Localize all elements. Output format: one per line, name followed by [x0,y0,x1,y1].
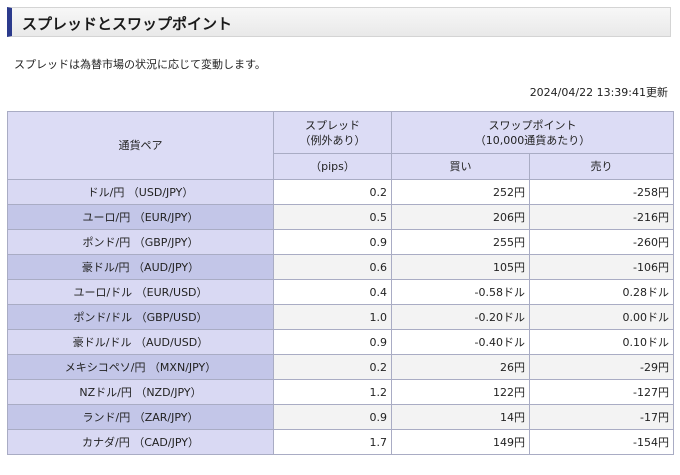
page-title: スプレッドとスワップポイント [22,15,233,33]
spread-cell: 0.4 [273,279,392,305]
updated-timestamp: 2024/04/22 13:39:41更新 [529,86,668,99]
swap-sell-cell: -258円 [529,179,674,205]
swap-buy-cell: -0.20ドル [391,304,530,330]
spread-cell: 0.9 [273,329,392,355]
currency-pair-cell: ユーロ/ドル （EUR/USD） [7,279,274,305]
swap-sell-cell: -106円 [529,254,674,280]
swap-buy-cell: -0.58ドル [391,279,530,305]
table-row: カナダ/円 （CAD/JPY） 1.7 149円 -154円 [7,429,674,455]
header-buy: 買い [391,153,530,180]
swap-sell-cell: 0.10ドル [529,329,674,355]
header-swap-unit: （10,000通貨あたり） [474,133,591,147]
swap-buy-cell: 149円 [391,429,530,455]
table-row: ランド/円 （ZAR/JPY） 0.9 14円 -17円 [7,404,674,430]
swap-sell-cell: -127円 [529,379,674,405]
spread-cell: 1.2 [273,379,392,405]
swap-sell-cell: 0.28ドル [529,279,674,305]
spread-cell: 0.2 [273,179,392,205]
swap-buy-cell: 26円 [391,354,530,380]
table-row: ポンド/ドル （GBP/USD） 1.0 -0.20ドル 0.00ドル [7,304,674,330]
spread-cell: 1.0 [273,304,392,330]
currency-pair-cell: ランド/円 （ZAR/JPY） [7,404,274,430]
swap-buy-cell: 122円 [391,379,530,405]
swap-buy-cell: 105円 [391,254,530,280]
spread-cell: 0.9 [273,404,392,430]
spread-cell: 1.7 [273,429,392,455]
swap-sell-cell: -216円 [529,204,674,230]
swap-sell-cell: -154円 [529,429,674,455]
swap-buy-cell: -0.40ドル [391,329,530,355]
spread-cell: 0.6 [273,254,392,280]
currency-pair-cell: 豪ドル/ドル （AUD/USD） [7,329,274,355]
swap-buy-cell: 255円 [391,229,530,255]
header-currency-pair: 通貨ペア [7,111,274,180]
swap-buy-cell: 206円 [391,204,530,230]
swap-buy-cell: 252円 [391,179,530,205]
header-spread: スプレッド （例外あり） [273,111,392,154]
rates-table: 通貨ペア スプレッド （例外あり） スワップポイント （10,000通貨あたり）… [7,111,674,455]
table-row: NZドル/円 （NZD/JPY） 1.2 122円 -127円 [7,379,674,405]
swap-sell-cell: -17円 [529,404,674,430]
swap-buy-cell: 14円 [391,404,530,430]
currency-pair-cell: ポンド/ドル （GBP/USD） [7,304,274,330]
swap-sell-cell: -29円 [529,354,674,380]
spread-cell: 0.9 [273,229,392,255]
header-pips: （pips） [273,153,392,180]
currency-pair-cell: ユーロ/円 （EUR/JPY） [7,204,274,230]
section-title-bar: スプレッドとスワップポイント [7,7,671,37]
table-row: ユーロ/ドル （EUR/USD） 0.4 -0.58ドル 0.28ドル [7,279,674,305]
header-spread-title: スプレッド [305,118,360,132]
currency-pair-cell: ポンド/円 （GBP/JPY） [7,229,274,255]
header-sell: 売り [529,153,674,180]
table-row: メキシコペソ/円 （MXN/JPY） 0.2 26円 -29円 [7,354,674,380]
currency-pair-cell: 豪ドル/円 （AUD/JPY） [7,254,274,280]
header-spread-exception: （例外あり） [299,133,366,147]
swap-sell-cell: -260円 [529,229,674,255]
table-row: ポンド/円 （GBP/JPY） 0.9 255円 -260円 [7,229,674,255]
currency-pair-cell: NZドル/円 （NZD/JPY） [7,379,274,405]
table-row: 豪ドル/ドル （AUD/USD） 0.9 -0.40ドル 0.10ドル [7,329,674,355]
spread-cell: 0.2 [273,354,392,380]
spread-cell: 0.5 [273,204,392,230]
spread-note: スプレッドは為替市場の状況に応じて変動します。 [14,58,266,71]
currency-pair-cell: カナダ/円 （CAD/JPY） [7,429,274,455]
currency-pair-cell: メキシコペソ/円 （MXN/JPY） [7,354,274,380]
currency-pair-cell: ドル/円 （USD/JPY） [7,179,274,205]
header-swap-title: スワップポイント [488,118,577,132]
swap-sell-cell: 0.00ドル [529,304,674,330]
table-row: ドル/円 （USD/JPY） 0.2 252円 -258円 [7,179,674,205]
table-row: ユーロ/円 （EUR/JPY） 0.5 206円 -216円 [7,204,674,230]
header-swap-points: スワップポイント （10,000通貨あたり） [391,111,674,154]
table-row: 豪ドル/円 （AUD/JPY） 0.6 105円 -106円 [7,254,674,280]
